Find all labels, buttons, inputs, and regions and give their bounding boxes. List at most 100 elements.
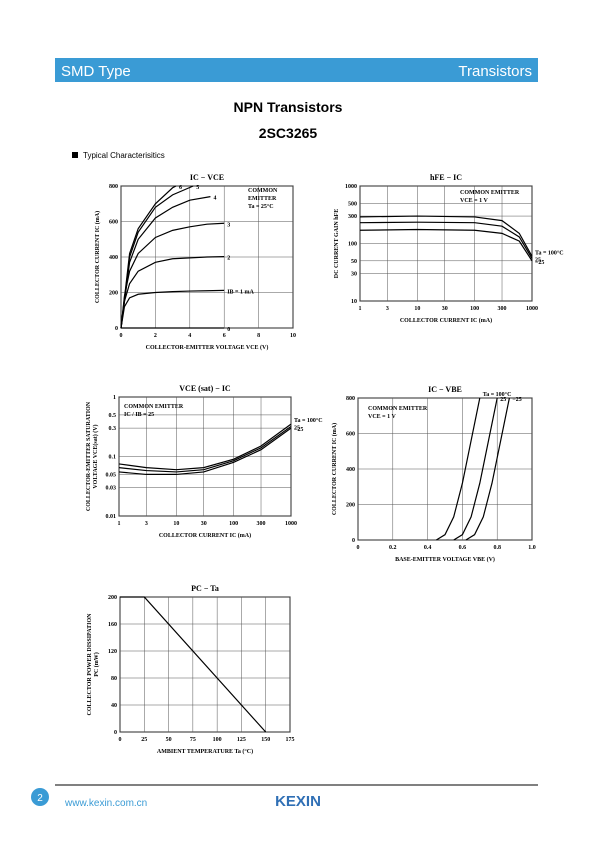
y-tick-label: 200 (108, 595, 117, 601)
chart-title: hFE − IC (430, 173, 462, 182)
x-tick-label: 1000 (285, 521, 297, 527)
curve (120, 289, 225, 329)
curve-label: −25 (535, 260, 544, 266)
x-tick-label: 50 (166, 737, 172, 743)
y-tick-label: 0.03 (106, 486, 117, 492)
curve-label: −25 (512, 397, 521, 403)
y-tick-label: 300 (348, 214, 357, 220)
y-axis-label: COLLECTOR CURRENT IC (mA) (331, 423, 338, 515)
x-tick-label: 0 (357, 545, 360, 551)
x-tick-label: 0.8 (493, 545, 501, 551)
x-tick-label: 150 (261, 737, 270, 743)
x-tick-label: 3 (145, 521, 148, 527)
y-tick-label: 800 (346, 396, 355, 402)
y-axis-label: COLLECTOR POWER DISSIPATION (87, 613, 93, 716)
x-axis-label: AMBIENT TEMPERATURE Ta (°C) (157, 748, 253, 755)
annotation: VCE = 1 V (368, 414, 396, 420)
page-badge (31, 788, 49, 806)
y-tick-label: 800 (109, 184, 118, 190)
x-tick-label: 75 (190, 737, 196, 743)
y-tick-label: 0.3 (109, 426, 117, 432)
x-axis-label: COLLECTOR CURRENT IC (mA) (400, 317, 492, 324)
y-tick-label: 120 (108, 649, 117, 655)
bullet (72, 152, 78, 158)
y-tick-label: 100 (348, 242, 357, 248)
curve (120, 222, 225, 329)
curve (435, 397, 481, 541)
y-tick-label: 600 (346, 432, 355, 438)
curve (359, 221, 533, 259)
x-tick-label: 8 (257, 333, 260, 339)
y-axis-label: PC (mW) (93, 652, 100, 677)
annotation: COMMON EMITTER (460, 190, 520, 196)
y-axis-label: COLLECTOR CURRENT IC (mA) (94, 211, 101, 303)
x-tick-label: 300 (498, 306, 507, 312)
annotation: Ta = 25°C (248, 203, 274, 210)
curve-label: 3 (227, 222, 230, 228)
curve-label: 0 (227, 327, 230, 333)
x-tick-label: 1 (118, 521, 121, 527)
x-tick-label: 1.0 (528, 545, 536, 551)
curve-label: 25 (500, 397, 506, 403)
x-tick-label: 100 (213, 737, 222, 743)
x-tick-label: 100 (229, 521, 238, 527)
curve-label: 25 (535, 257, 541, 263)
x-tick-label: 10 (173, 521, 179, 527)
curve (118, 425, 292, 473)
y-tick-label: 0.05 (106, 472, 117, 478)
curve (120, 596, 267, 733)
x-axis-label: BASE-EMITTER VOLTAGE VBE (V) (395, 556, 495, 563)
y-tick-label: 0.5 (109, 413, 117, 419)
curve (118, 427, 292, 476)
curve-label: −25 (294, 427, 303, 433)
x-tick-label: 10 (414, 306, 420, 312)
chart-title: IC − VCE (190, 173, 224, 182)
y-tick-label: 400 (346, 467, 355, 473)
x-tick-label: 30 (442, 306, 448, 312)
y-tick-label: 200 (109, 291, 118, 297)
section-title: Typical Characterisitics (83, 151, 165, 160)
y-tick-label: 1 (113, 395, 116, 401)
x-tick-label: 0.4 (424, 545, 432, 551)
y-tick-label: 40 (111, 703, 117, 709)
curve-label: 2 (227, 256, 230, 262)
x-tick-label: 25 (141, 737, 147, 743)
curve-label: 6 (179, 185, 182, 191)
x-tick-label: 0.6 (459, 545, 467, 551)
x-tick-label: 10 (290, 333, 296, 339)
annotation: COMMON EMITTER (368, 406, 428, 412)
y-tick-label: 0 (114, 730, 117, 736)
y-axis-label: COLLECTOR-EMITTER SATURATION (86, 401, 92, 511)
annotation: COMMON EMITTER (124, 404, 184, 410)
x-tick-label: 6 (223, 333, 226, 339)
x-tick-label: 0 (120, 333, 123, 339)
x-axis-label: COLLECTOR CURRENT IC (mA) (159, 532, 251, 539)
page-number: 2 (37, 793, 43, 804)
y-axis-label: VOLTAGE VCE(sat) (V) (92, 424, 99, 488)
curve-label: 5 (196, 185, 199, 191)
y-axis-label: DC CURRENT GAIN hFE (334, 209, 340, 278)
y-tick-label: 0 (115, 326, 118, 332)
footer-brand: KEXIN (275, 793, 321, 810)
curve-label: IB = 1 mA (227, 289, 254, 295)
x-axis-label: COLLECTOR-EMITTER VOLTAGE VCE (V) (146, 344, 269, 351)
curve-label: 25 (294, 425, 300, 431)
chart-title: PC − Ta (191, 584, 219, 593)
x-tick-label: 300 (257, 521, 266, 527)
curve-label: 4 (213, 196, 216, 202)
y-tick-label: 500 (348, 201, 357, 207)
y-tick-label: 50 (351, 259, 357, 265)
curve (359, 228, 533, 262)
header-right: Transistors (458, 63, 532, 80)
y-tick-label: 0.1 (109, 455, 117, 461)
curve (359, 215, 533, 257)
x-tick-label: 175 (286, 737, 295, 743)
y-tick-label: 30 (351, 272, 357, 278)
curve-label: Ta = 100°C (535, 249, 564, 256)
x-tick-label: 3 (386, 306, 389, 312)
x-tick-label: 1000 (526, 306, 538, 312)
curve (120, 196, 211, 329)
annotation: VCE = 1 V (460, 198, 488, 204)
chart-title: VCE (sat) − IC (179, 384, 231, 393)
